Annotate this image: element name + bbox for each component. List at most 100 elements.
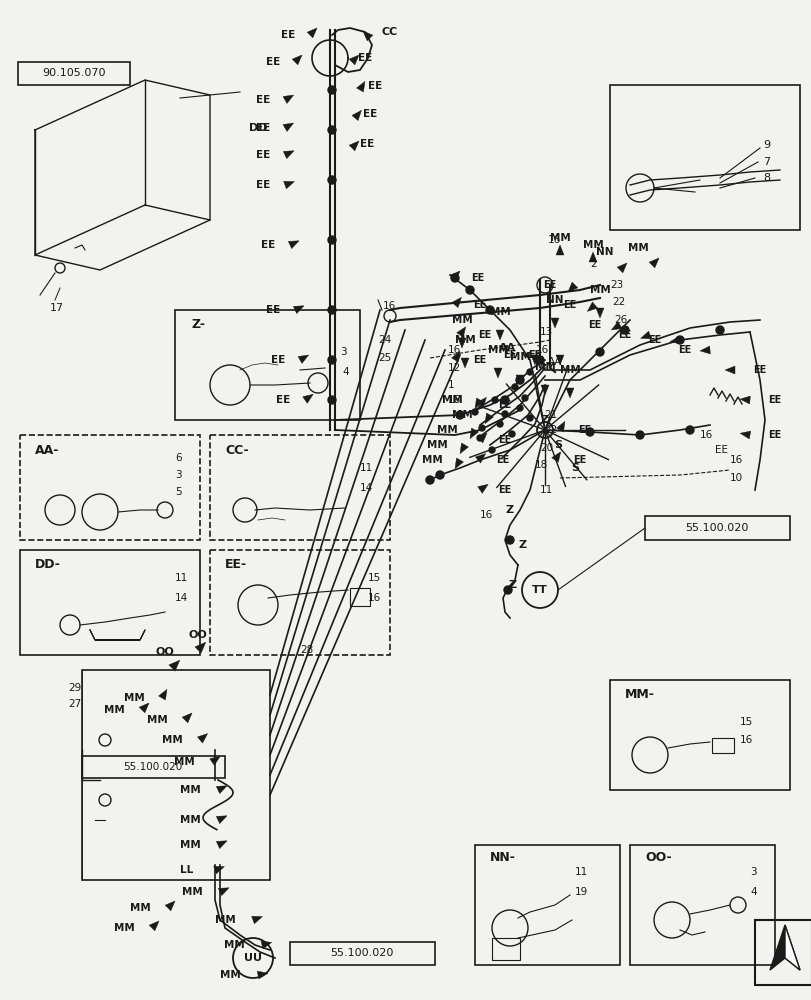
Text: 2: 2 [590, 259, 596, 269]
Polygon shape [456, 327, 466, 337]
Text: EE: EE [473, 300, 486, 310]
Polygon shape [724, 366, 734, 374]
Text: 16: 16 [367, 593, 381, 603]
Text: EE: EE [478, 330, 491, 340]
Text: EE: EE [577, 425, 591, 435]
Polygon shape [149, 921, 159, 931]
Text: MM: MM [214, 915, 235, 925]
Text: MM: MM [223, 940, 244, 950]
Text: 25: 25 [378, 353, 391, 363]
Bar [609, 85, 799, 230]
Text: EE: EE [367, 81, 382, 91]
Polygon shape [218, 888, 229, 896]
Polygon shape [669, 336, 680, 344]
Text: EE: EE [471, 273, 484, 283]
Polygon shape [293, 306, 303, 314]
Bar [711, 738, 733, 753]
Polygon shape [474, 398, 483, 409]
Text: 4: 4 [341, 367, 348, 377]
Circle shape [635, 431, 643, 439]
Polygon shape [515, 375, 523, 385]
Polygon shape [586, 302, 597, 311]
Text: 3: 3 [749, 867, 756, 877]
Circle shape [328, 306, 336, 314]
Circle shape [456, 411, 463, 419]
Text: 11: 11 [539, 485, 552, 495]
Text: 17: 17 [50, 303, 64, 313]
Bar [474, 845, 620, 965]
Polygon shape [769, 925, 799, 970]
Text: EE: EE [255, 180, 270, 190]
Circle shape [491, 397, 497, 403]
Circle shape [586, 428, 594, 436]
Polygon shape [158, 689, 167, 700]
Text: MM: MM [130, 903, 150, 913]
Polygon shape [197, 734, 208, 743]
Circle shape [488, 447, 495, 453]
Text: MM: MM [549, 233, 569, 243]
Polygon shape [283, 151, 294, 159]
Text: S: S [553, 440, 561, 450]
Text: 14: 14 [175, 593, 188, 603]
Text: 9: 9 [762, 140, 769, 150]
Text: MM: MM [589, 285, 610, 295]
Text: 55.100.020: 55.100.020 [684, 523, 748, 533]
Bar [20, 550, 200, 655]
Text: MM: MM [627, 243, 647, 253]
Polygon shape [477, 433, 487, 443]
Text: 16: 16 [448, 395, 461, 405]
Text: Z: Z [518, 540, 526, 550]
Text: MM: MM [179, 785, 200, 795]
Text: EE: EE [767, 430, 781, 440]
Text: MM: MM [147, 715, 167, 725]
Text: OO: OO [188, 630, 207, 640]
Text: UU: UU [243, 953, 262, 963]
Bar [175, 310, 359, 420]
Text: 6: 6 [175, 453, 182, 463]
Text: EE: EE [767, 395, 781, 405]
Circle shape [476, 435, 483, 441]
Text: MM: MM [534, 362, 555, 372]
Polygon shape [699, 346, 710, 354]
Text: MM: MM [436, 425, 457, 435]
Text: Z: Z [505, 505, 513, 515]
Polygon shape [551, 452, 560, 462]
Circle shape [676, 336, 683, 344]
Polygon shape [551, 318, 558, 328]
Polygon shape [165, 901, 175, 911]
Text: EE: EE [498, 400, 511, 410]
Circle shape [478, 425, 484, 431]
Text: OO: OO [156, 647, 174, 657]
Text: CC-: CC- [225, 444, 248, 456]
Polygon shape [493, 368, 501, 378]
Polygon shape [182, 713, 192, 723]
Text: EE: EE [260, 240, 275, 250]
Text: 16: 16 [448, 345, 461, 355]
Text: 16: 16 [479, 510, 492, 520]
Circle shape [535, 356, 543, 364]
Text: NN-: NN- [489, 851, 515, 864]
Polygon shape [139, 703, 149, 713]
Polygon shape [540, 385, 548, 395]
Polygon shape [588, 252, 596, 262]
Polygon shape [565, 388, 573, 398]
Text: EE: EE [281, 30, 294, 40]
Polygon shape [283, 181, 294, 189]
Polygon shape [648, 258, 659, 268]
Text: EE: EE [498, 435, 511, 445]
Polygon shape [616, 263, 626, 273]
Text: AA-: AA- [35, 444, 59, 456]
Text: 11: 11 [359, 463, 373, 473]
Circle shape [620, 326, 629, 334]
Text: MM: MM [104, 705, 124, 715]
Text: MM: MM [509, 352, 530, 362]
Polygon shape [298, 355, 308, 363]
Text: EE: EE [563, 300, 576, 310]
Polygon shape [213, 866, 224, 874]
Text: AA: AA [547, 357, 562, 367]
Text: MM: MM [451, 410, 472, 420]
Circle shape [328, 126, 336, 134]
Polygon shape [216, 786, 227, 794]
Text: 15: 15 [367, 573, 381, 583]
Text: EE: EE [588, 320, 601, 330]
